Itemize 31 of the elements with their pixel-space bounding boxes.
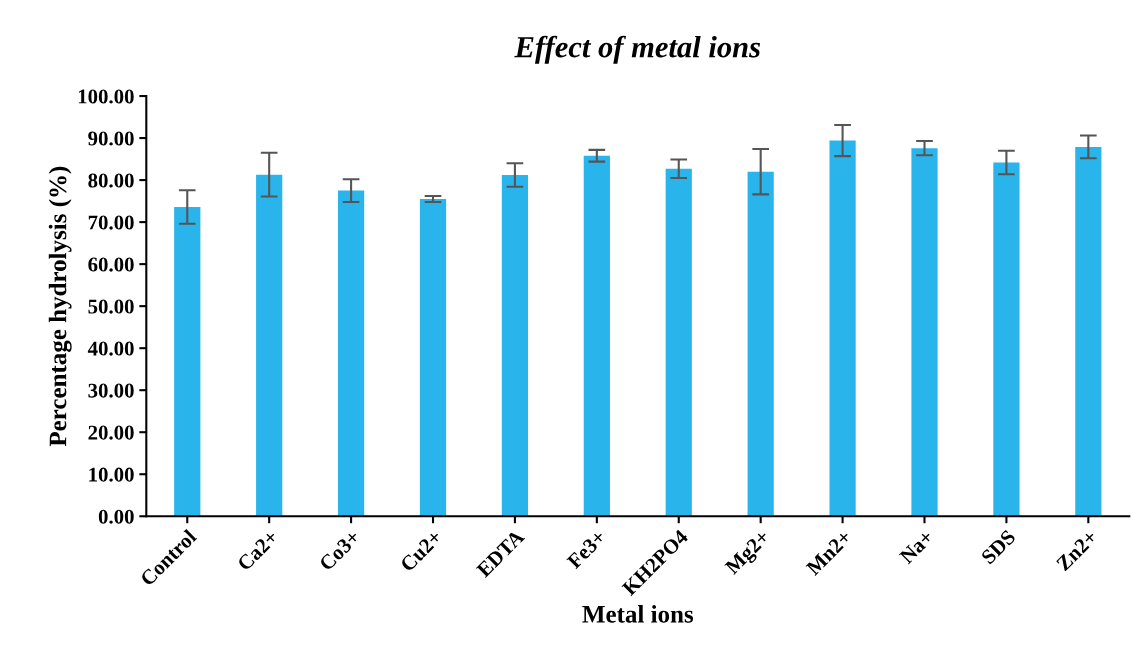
y-tick-label: 50.00 — [88, 299, 134, 314]
bar — [501, 175, 529, 517]
y-tick-label: 100.00 — [78, 89, 134, 104]
bar — [829, 140, 856, 517]
bar — [747, 171, 774, 517]
bar — [583, 155, 610, 517]
y-tick-label: 20.00 — [88, 425, 134, 440]
y-tick-label: 70.00 — [88, 215, 134, 230]
y-axis-title: Percentage hydrolysis (%) — [48, 166, 72, 447]
bar — [174, 206, 201, 517]
x-tick-label: Co3+ — [318, 529, 361, 572]
chart-title: Effect of metal ions — [514, 35, 761, 64]
bar — [256, 174, 283, 517]
x-tick-label: Fe3+ — [566, 529, 607, 570]
bar — [665, 168, 692, 517]
y-tick-label: 60.00 — [88, 257, 134, 272]
y-tick-label: 10.00 — [89, 467, 134, 482]
y-tick-label: 0.00 — [98, 509, 134, 524]
bar — [1075, 146, 1102, 517]
x-axis-title: Metal ions — [582, 605, 694, 623]
bar — [337, 190, 365, 517]
x-tick-label: SDS — [980, 529, 1017, 565]
y-tick-label: 90.00 — [88, 131, 134, 146]
x-tick-label: Ca2+ — [236, 529, 279, 572]
y-tick-label: 30.00 — [88, 383, 134, 398]
bar — [911, 148, 938, 517]
y-tick-label: 40.00 — [87, 341, 134, 356]
bar — [993, 162, 1020, 517]
y-tick-label: 80.00 — [88, 173, 134, 188]
bar — [419, 199, 447, 517]
x-tick-label: Na+ — [898, 529, 935, 565]
